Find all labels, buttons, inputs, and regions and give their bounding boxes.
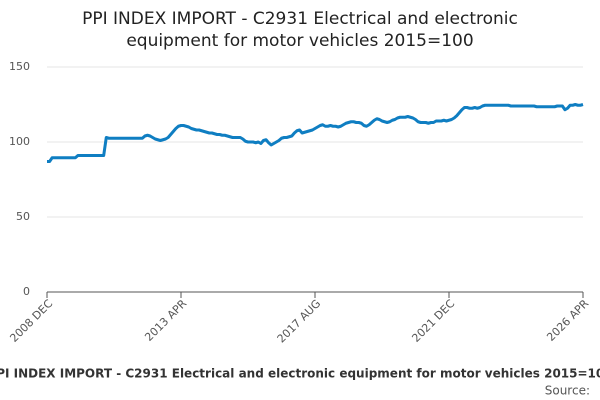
chart-title: PPI INDEX IMPORT - C2931 Electrical and …: [82, 9, 518, 51]
x-tick-label: 2017 AUG: [275, 297, 324, 346]
x-tick-label: 2013 APR: [142, 297, 189, 344]
y-tick-label: 100: [9, 135, 30, 148]
x-tick-label: 2021 DEC: [409, 297, 457, 345]
x-tick-label: 2008 DEC: [7, 297, 55, 345]
x-tick-label: 2026 APR: [544, 297, 591, 344]
caption: PPI INDEX IMPORT - C2931 Electrical and …: [0, 367, 600, 381]
y-tick-label: 150: [9, 60, 30, 73]
y-tick-label: 0: [23, 285, 30, 298]
data-line: [47, 103, 584, 163]
y-tick-label: 50: [16, 210, 30, 223]
source-label: Source:: [545, 384, 590, 398]
